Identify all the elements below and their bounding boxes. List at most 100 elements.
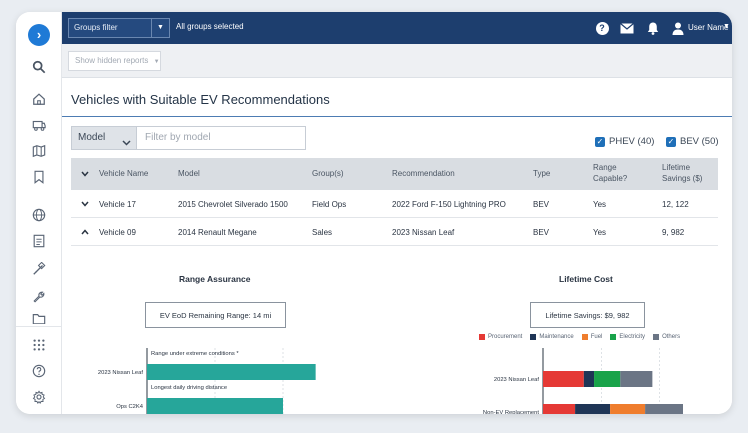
page-title: Vehicles with Suitable EV Recommendation…	[71, 92, 330, 107]
help-icon[interactable]: ?	[594, 20, 610, 36]
column-header-vehicle-name[interactable]: Vehicle Name	[99, 168, 149, 178]
user-avatar-icon[interactable]	[670, 20, 686, 36]
settings-gear-icon[interactable]	[30, 388, 48, 406]
remaining-range-box: EV EoD Remaining Range: 14 mi	[145, 302, 286, 328]
chevron-down-icon: ▼	[153, 59, 160, 65]
collapse-all-icon[interactable]	[81, 158, 89, 190]
legend-label: Fuel	[590, 334, 603, 340]
column-header-lifetime-savings[interactable]: Lifetime Savings ($)	[662, 158, 702, 190]
bookmark-icon[interactable]	[30, 168, 48, 186]
column-header-model[interactable]: Model	[178, 168, 200, 178]
cell-lifetime-savings: 9, 982	[662, 227, 685, 237]
mail-icon[interactable]	[619, 20, 635, 36]
legend-label: Electricity	[619, 334, 646, 340]
plug-icon[interactable]	[30, 260, 48, 278]
cell-recommendation: 2022 Ford F-150 Lightning PRO	[392, 199, 506, 209]
cell-range-capable: Yes	[593, 199, 607, 209]
expand-row-chevron-down-icon[interactable]	[81, 190, 89, 218]
row-detail-panel: Range Assurance EV EoD Remaining Range: …	[71, 260, 718, 414]
chevron-down-icon[interactable]: ▼	[723, 23, 730, 30]
title-divider	[62, 116, 732, 117]
collapse-row-chevron-up-icon[interactable]	[81, 218, 89, 246]
column-header-groups[interactable]: Group(s)	[312, 168, 344, 178]
checkmark-icon: ✓	[595, 136, 605, 147]
model-filter-input[interactable]: Filter by model	[137, 126, 306, 150]
detail-charts: Range under extreme conditions * 2023 Nis…	[98, 348, 683, 414]
legend-swatch	[530, 334, 537, 340]
show-hidden-reports-dropdown[interactable]: Show hidden reports ▼	[68, 51, 161, 71]
column-header-range-capable-line1: Range	[593, 163, 617, 173]
lifetime-savings-box: Lifetime Savings: $9, 982	[530, 302, 645, 328]
legend-swatch	[479, 334, 485, 340]
legend-swatch	[610, 334, 617, 340]
report-icon[interactable]	[30, 232, 48, 250]
bar-annotation: Longest daily driving distance	[151, 385, 227, 391]
search-icon[interactable]	[30, 58, 48, 76]
globe-icon[interactable]	[30, 206, 48, 224]
cost-segment-others	[645, 404, 683, 414]
legend-item-electricity: Electricity	[610, 334, 645, 340]
category-label: 2023 Nissan Leaf	[494, 377, 540, 383]
column-header-lifetime-savings-line1: Lifetime	[662, 163, 691, 173]
cost-segment-others	[620, 371, 653, 387]
user-name-menu[interactable]: User Name	[688, 23, 729, 32]
cell-vehicle-name: Vehicle 17	[99, 199, 136, 209]
legend-item-others: Others	[653, 334, 680, 340]
legend-item-maintenance: Maintenance	[530, 334, 574, 340]
groups-selected-text: All groups selected	[176, 22, 244, 31]
category-label: Non-EV Replacement	[483, 410, 539, 414]
cost-segment-electricity	[594, 371, 621, 387]
top-navigation-bar: Groups filter ▼ All groups selected ? Us…	[62, 12, 732, 44]
notification-bell-icon[interactable]	[645, 20, 661, 36]
legend-label: Procurement	[488, 334, 523, 340]
cost-segment-maintenance	[575, 404, 611, 414]
phev-checkbox[interactable]: ✓ PHEV (40)	[595, 136, 654, 147]
bev-checkbox-label: BEV (50)	[680, 136, 719, 147]
legend-label: Maintenance	[539, 334, 574, 340]
legend-swatch	[653, 334, 660, 340]
help-circle-icon[interactable]	[30, 362, 48, 380]
cost-segment-fuel	[610, 404, 646, 414]
cost-segment-procurement	[543, 404, 576, 414]
phev-checkbox-label: PHEV (40)	[609, 136, 655, 147]
range-assurance-title: Range Assurance	[179, 274, 251, 284]
chevron-down-icon[interactable]: ▼	[152, 18, 170, 38]
table-row[interactable]: Vehicle 17 2015 Chevrolet Silverado 1500…	[71, 190, 718, 218]
bev-checkbox[interactable]: ✓ BEV (50)	[666, 136, 719, 147]
model-filter-select[interactable]: Model	[71, 126, 137, 150]
cell-lifetime-savings: 12, 122	[662, 199, 689, 209]
column-header-range-capable[interactable]: Range Capable?	[593, 158, 627, 190]
wrench-icon[interactable]	[30, 288, 48, 306]
table-row-expanded[interactable]: Vehicle 09 2014 Renault Megane Sales 202…	[71, 218, 718, 246]
cell-type: BEV	[533, 199, 550, 209]
column-header-type[interactable]: Type	[533, 168, 551, 178]
sidebar-toggle-button[interactable]: ›	[28, 24, 50, 46]
column-header-recommendation[interactable]: Recommendation	[392, 168, 455, 178]
sidebar: ›	[16, 12, 62, 414]
cell-model: 2014 Renault Megane	[178, 227, 257, 237]
range-bar	[147, 398, 283, 414]
category-label: 2023 Nissan Leaf	[98, 370, 144, 376]
column-header-range-capable-line2: Capable?	[593, 174, 628, 183]
cost-segment-procurement	[543, 371, 584, 387]
legend-label: Others	[662, 334, 681, 340]
folder-icon[interactable]	[30, 314, 48, 324]
bar-annotation: Range under extreme conditions *	[151, 351, 239, 357]
cell-vehicle-name: Vehicle 09	[99, 227, 136, 237]
chevron-down-icon	[122, 132, 131, 154]
app-frame: ›	[16, 12, 732, 414]
apps-grid-icon[interactable]	[30, 336, 48, 354]
vehicle-icon[interactable]	[30, 116, 48, 134]
checkmark-icon: ✓	[666, 136, 676, 147]
model-filter-label: Model	[78, 132, 106, 143]
cost-legend: Procurement Maintenance Fuel Electricity…	[479, 334, 688, 340]
map-icon[interactable]	[30, 142, 48, 160]
cell-groups: Field Ops	[312, 199, 347, 209]
sidebar-divider	[16, 326, 62, 327]
column-header-lifetime-savings-line2: Savings ($)	[662, 174, 703, 183]
home-icon[interactable]	[30, 90, 48, 108]
cell-type: BEV	[533, 227, 550, 237]
range-bar	[147, 364, 316, 380]
groups-filter-dropdown[interactable]: Groups filter	[68, 18, 152, 38]
cell-model: 2015 Chevrolet Silverado 1500	[178, 199, 288, 209]
